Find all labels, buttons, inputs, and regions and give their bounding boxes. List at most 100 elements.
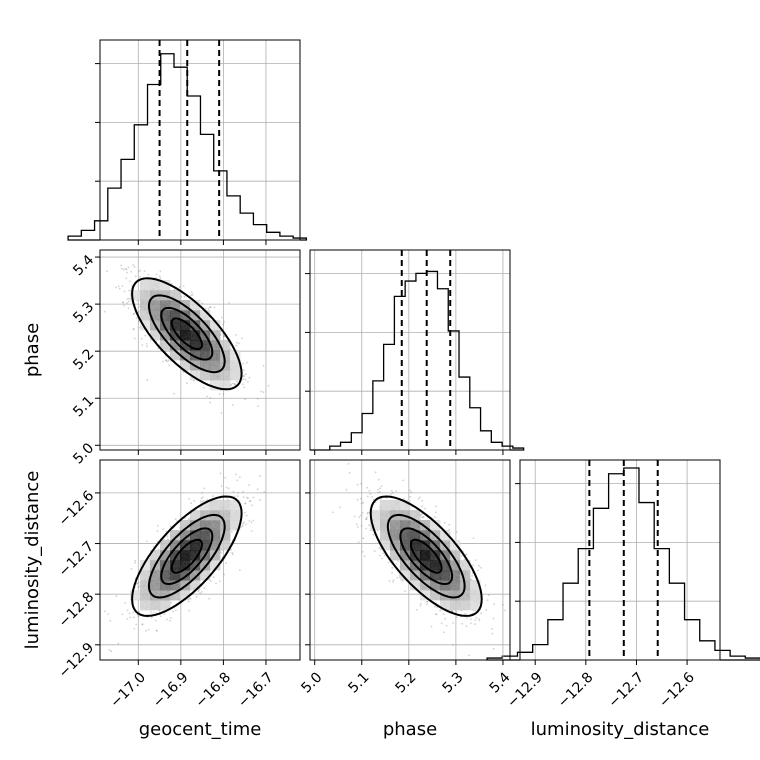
sample-point (223, 320, 226, 323)
sample-point (178, 286, 181, 289)
sample-point (170, 283, 173, 285)
sample-point (444, 618, 446, 620)
sample-point (259, 475, 261, 478)
sample-point (134, 275, 137, 278)
xlabel-luminosity_distance: luminosity_distance (531, 719, 710, 740)
sample-point (390, 493, 393, 496)
xtick-label-phase: 5.2 (393, 669, 420, 696)
sample-point (133, 265, 136, 268)
sample-point (132, 611, 135, 614)
sample-point (419, 604, 422, 607)
sample-point (129, 616, 132, 619)
density-cell (200, 310, 211, 321)
sample-point (331, 511, 334, 514)
density-cell (440, 530, 451, 541)
sample-point (465, 553, 468, 556)
sample-point (426, 600, 429, 603)
sample-point (434, 605, 436, 608)
sample-point (236, 479, 239, 482)
density-cell (390, 520, 401, 531)
sample-point (381, 557, 383, 560)
sample-point (164, 359, 167, 362)
sample-point (267, 384, 270, 387)
density-cell (390, 540, 401, 551)
sample-point (232, 404, 234, 407)
xtick-label-luminosity_distance: −12.8 (555, 669, 597, 711)
sample-point (132, 264, 135, 266)
sample-point (187, 518, 190, 520)
sample-point (484, 584, 487, 587)
density-cell (150, 330, 161, 341)
density-cell (180, 340, 191, 351)
density-cell (220, 500, 231, 511)
sample-point (360, 514, 362, 517)
sample-point (137, 311, 140, 314)
sample-point (115, 286, 118, 289)
scatter-panel-geocent_time-luminosity_distance (100, 441, 300, 660)
sample-point (362, 537, 365, 540)
sample-point (451, 610, 454, 613)
density-cell (430, 580, 441, 591)
sample-point (248, 520, 251, 522)
sample-point (138, 585, 141, 588)
sample-point (223, 573, 226, 576)
sample-point (222, 393, 225, 396)
sample-point (190, 294, 193, 297)
ytick-label-phase: 5.1 (70, 393, 97, 420)
density-cell (210, 520, 221, 531)
sample-point (152, 611, 155, 614)
sample-point (443, 521, 446, 524)
sample-point (129, 280, 131, 283)
density-cell (450, 560, 461, 571)
density-cell (230, 510, 241, 521)
sample-point (365, 518, 368, 521)
density-cell (440, 580, 451, 591)
sample-point (150, 616, 153, 619)
sample-point (234, 473, 237, 476)
density-cell (190, 550, 201, 561)
density-cell (430, 590, 441, 601)
sample-point (222, 335, 225, 337)
sample-point (249, 500, 252, 502)
sample-point (208, 306, 211, 308)
sample-point (368, 489, 371, 492)
sample-point (118, 287, 121, 290)
sample-point (172, 610, 175, 613)
density-cell (180, 550, 191, 561)
density-cell (430, 570, 441, 581)
density-cell (140, 300, 151, 311)
sample-point (278, 441, 280, 443)
contour-level-2 (386, 513, 466, 599)
sample-point (213, 306, 216, 309)
sample-point (486, 599, 489, 602)
sample-point (158, 610, 161, 613)
density-cell (190, 340, 201, 351)
sample-point (167, 359, 170, 362)
density-cell (170, 560, 181, 571)
sample-point (409, 489, 411, 492)
density-cell (410, 580, 421, 591)
sample-point (451, 610, 453, 612)
sample-point (155, 612, 157, 614)
density-cell (210, 500, 221, 511)
sample-point (403, 498, 405, 500)
density-cell (200, 530, 211, 541)
sample-point (164, 350, 167, 353)
sample-point (243, 386, 246, 389)
sample-point (132, 616, 135, 619)
contour-level-2 (147, 513, 226, 599)
density-cell (210, 360, 221, 371)
sample-point (218, 393, 221, 395)
sample-point (465, 625, 468, 628)
density-cell (160, 540, 171, 551)
density-cell (140, 320, 151, 331)
sample-point (224, 477, 227, 479)
sample-point (220, 412, 223, 414)
sample-point (201, 591, 203, 593)
density-cell (410, 520, 421, 531)
sample-point (173, 288, 176, 291)
sample-point (219, 580, 221, 583)
sample-point (250, 530, 253, 532)
density-cell (180, 350, 191, 361)
scatter-panel-geocent_time-phase (100, 250, 300, 450)
